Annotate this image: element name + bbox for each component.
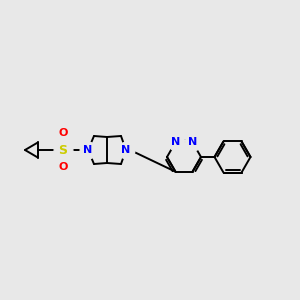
Text: S: S [58, 143, 68, 157]
Text: N: N [171, 137, 180, 147]
Text: O: O [58, 128, 68, 138]
Text: N: N [188, 137, 197, 147]
Text: N: N [83, 145, 93, 155]
Text: N: N [122, 145, 130, 155]
Text: O: O [58, 162, 68, 172]
